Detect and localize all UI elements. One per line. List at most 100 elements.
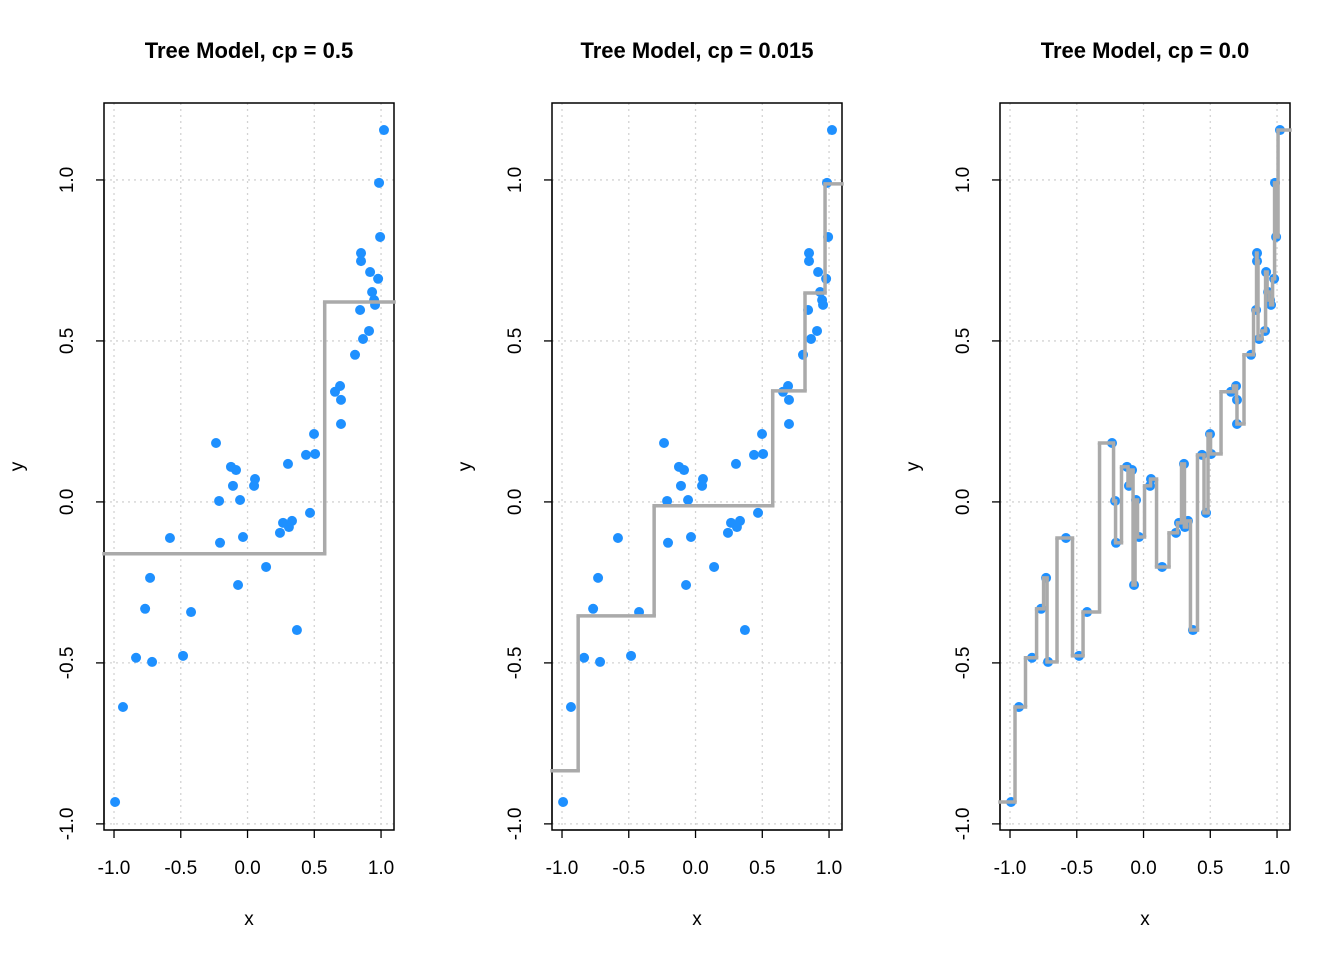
point (374, 177, 385, 188)
point (595, 656, 606, 667)
y-tick-label: 0.0 (57, 489, 78, 515)
x-tick-label: -0.5 (612, 858, 645, 879)
point (335, 419, 346, 430)
point (358, 334, 369, 345)
point (214, 495, 225, 506)
y-tick-label: 0.5 (953, 328, 974, 354)
point (233, 579, 244, 590)
point (164, 532, 175, 543)
point (783, 381, 794, 392)
y-tick-label: 1.0 (953, 167, 974, 193)
panel: Tree Model, cp = 0.5 x y -1.0 -0.5 0.0 0.5 1.0 -… (7, 38, 396, 930)
point (365, 267, 376, 278)
x-tick-label: 1.0 (368, 858, 394, 879)
point (579, 652, 590, 663)
x-tick-label: 0.0 (1130, 858, 1156, 879)
point (612, 532, 623, 543)
chart-title: Tree Model, cp = 0.0 (1041, 38, 1249, 63)
point (698, 474, 709, 485)
point (783, 394, 794, 405)
point (378, 125, 389, 136)
x-tick-label: 0.5 (1197, 858, 1223, 879)
point (753, 507, 764, 518)
point (626, 650, 637, 661)
point (356, 248, 367, 259)
y-axis-label: y (903, 461, 924, 471)
panel: Tree Model, cp = 0.015 x y -1.0 -0.5 0.0 0.5 1.… (455, 38, 844, 930)
point (140, 603, 151, 614)
point (818, 299, 829, 310)
point (806, 334, 817, 345)
point (757, 428, 768, 439)
point (565, 702, 576, 713)
x-tick-label: 0.0 (234, 858, 260, 879)
x-axis-label: x (244, 909, 254, 930)
point (734, 515, 745, 526)
point (291, 625, 302, 636)
point (804, 256, 815, 267)
point (758, 448, 769, 459)
chart-title: Tree Model, cp = 0.015 (581, 38, 814, 63)
x-tick-label: 0.5 (301, 858, 327, 879)
y-tick-label: 1.0 (505, 167, 526, 193)
x-tick-label: 1.0 (816, 858, 842, 879)
point (373, 273, 384, 284)
point (662, 495, 673, 506)
point (117, 702, 128, 713)
point (274, 527, 285, 538)
plot-box (551, 102, 843, 831)
point (282, 458, 293, 469)
y-tick-label: -1.0 (953, 808, 974, 841)
point (355, 305, 366, 316)
point (364, 325, 375, 336)
y-tick-label: -1.0 (57, 808, 78, 841)
y-axis-label: y (455, 461, 476, 471)
point (749, 449, 760, 460)
point (558, 796, 569, 807)
y-tick-label: -0.5 (953, 647, 974, 680)
point (813, 267, 824, 278)
point (804, 248, 815, 259)
y-tick-label: 1.0 (57, 167, 78, 193)
point (250, 474, 261, 485)
y-tick-label: -0.5 (57, 647, 78, 680)
panel: Tree Model, cp = 0.0 x y -1.0 -0.5 0.0 0.5 1.0 -… (903, 38, 1292, 930)
point (783, 419, 794, 430)
point (812, 325, 823, 336)
point (147, 656, 158, 667)
point (679, 465, 690, 476)
y-tick-label: -0.5 (505, 647, 526, 680)
point (305, 507, 316, 518)
x-tick-label: -0.5 (164, 858, 197, 879)
point (663, 537, 674, 548)
point (261, 561, 272, 572)
plot-box (999, 102, 1291, 831)
x-tick-label: 0.0 (682, 858, 708, 879)
point (826, 125, 837, 136)
point (235, 494, 246, 505)
point (367, 286, 378, 297)
point (730, 458, 741, 469)
point (310, 448, 321, 459)
x-tick-label: 1.0 (1264, 858, 1290, 879)
point (709, 561, 720, 572)
point (685, 532, 696, 543)
point (131, 652, 142, 663)
point (335, 381, 346, 392)
point (178, 650, 189, 661)
point (301, 449, 312, 460)
point (286, 515, 297, 526)
point (681, 579, 692, 590)
x-axis-label: x (692, 909, 702, 930)
y-tick-label: 0.5 (57, 328, 78, 354)
point (659, 437, 670, 448)
plot-box (103, 102, 395, 831)
point (356, 256, 367, 267)
point (335, 394, 346, 405)
point (739, 625, 750, 636)
point (227, 480, 238, 491)
point (375, 231, 386, 242)
x-tick-label: 0.5 (749, 858, 775, 879)
